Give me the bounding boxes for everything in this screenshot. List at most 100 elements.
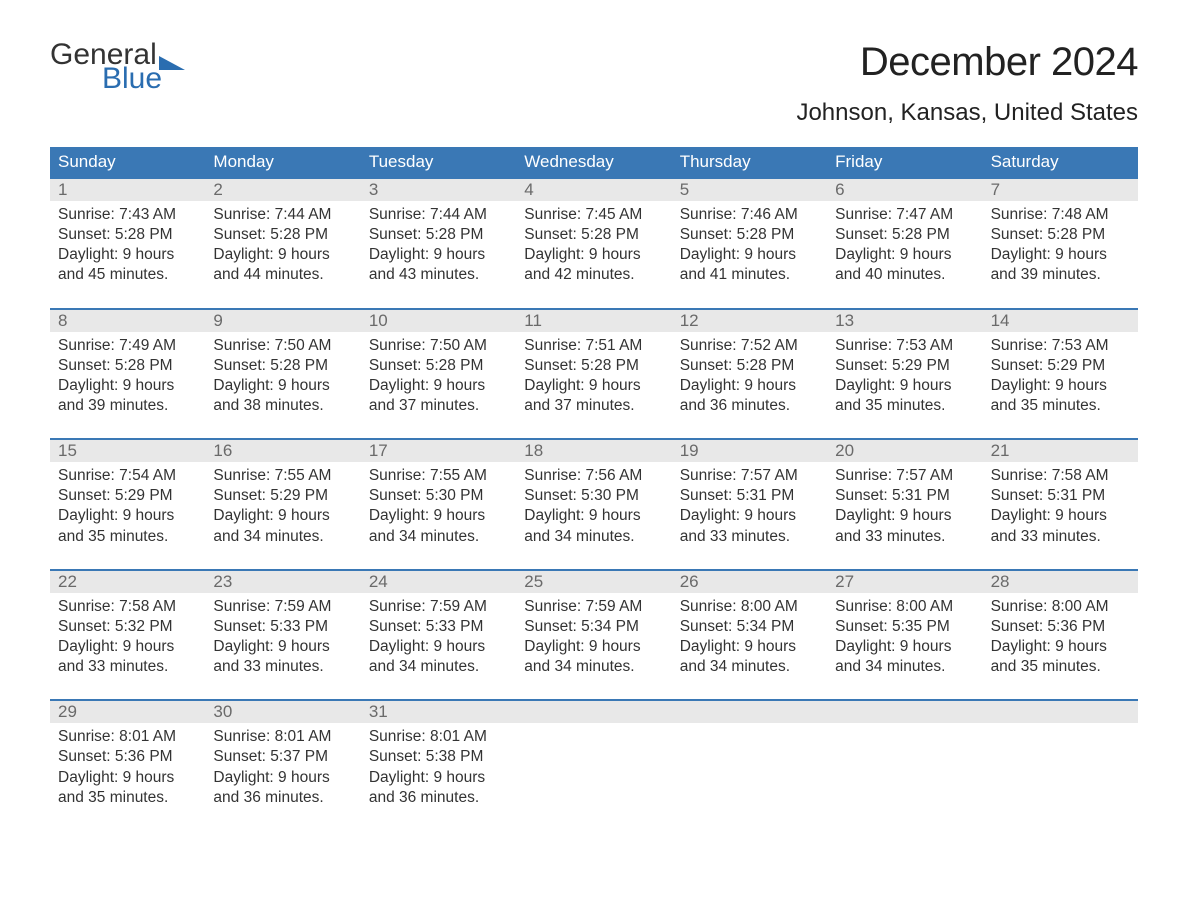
day-number: 11 [516, 310, 671, 332]
day-d1-line: Daylight: 9 hours [680, 506, 819, 526]
day-sunset-line: Sunset: 5:28 PM [835, 225, 974, 245]
day-d1-line: Daylight: 9 hours [680, 376, 819, 396]
location-subtitle: Johnson, Kansas, United States [796, 99, 1138, 127]
day-sunrise-line: Sunrise: 8:01 AM [213, 727, 352, 747]
day-detail-cell: Sunrise: 8:01 AMSunset: 5:36 PMDaylight:… [50, 723, 205, 808]
day-number: 4 [516, 179, 671, 201]
day-detail-row: Sunrise: 7:43 AMSunset: 5:28 PMDaylight:… [50, 201, 1138, 286]
day-sunset-line: Sunset: 5:37 PM [213, 747, 352, 767]
day-sunrise-line: Sunrise: 7:51 AM [524, 336, 663, 356]
day-d1-line: Daylight: 9 hours [369, 768, 508, 788]
day-d2-line: and 41 minutes. [680, 265, 819, 285]
day-detail-cell: Sunrise: 7:53 AMSunset: 5:29 PMDaylight:… [827, 332, 982, 417]
day-d1-line: Daylight: 9 hours [991, 376, 1130, 396]
day-d1-line: Daylight: 9 hours [58, 768, 197, 788]
day-detail-cell: Sunrise: 7:44 AMSunset: 5:28 PMDaylight:… [205, 201, 360, 286]
day-number: 27 [827, 571, 982, 593]
day-sunrise-line: Sunrise: 7:54 AM [58, 466, 197, 486]
day-sunset-line: Sunset: 5:28 PM [213, 356, 352, 376]
day-number: 29 [50, 701, 205, 723]
day-number: 31 [361, 701, 516, 723]
day-sunset-line: Sunset: 5:33 PM [213, 617, 352, 637]
day-sunrise-line: Sunrise: 8:01 AM [369, 727, 508, 747]
day-d2-line: and 39 minutes. [991, 265, 1130, 285]
day-d2-line: and 35 minutes. [58, 527, 197, 547]
day-d1-line: Daylight: 9 hours [835, 245, 974, 265]
day-d1-line: Daylight: 9 hours [213, 506, 352, 526]
day-number: 25 [516, 571, 671, 593]
day-number: 8 [50, 310, 205, 332]
day-sunrise-line: Sunrise: 8:00 AM [991, 597, 1130, 617]
day-sunset-line: Sunset: 5:28 PM [680, 356, 819, 376]
day-detail-cell: Sunrise: 7:44 AMSunset: 5:28 PMDaylight:… [361, 201, 516, 286]
day-detail-cell [983, 723, 1138, 808]
day-sunset-line: Sunset: 5:28 PM [369, 356, 508, 376]
day-sunrise-line: Sunrise: 7:56 AM [524, 466, 663, 486]
day-d2-line: and 35 minutes. [991, 657, 1130, 677]
day-d1-line: Daylight: 9 hours [835, 637, 974, 657]
weekday-header-cell: Thursday [672, 147, 827, 177]
day-d2-line: and 36 minutes. [213, 788, 352, 808]
day-sunset-line: Sunset: 5:29 PM [213, 486, 352, 506]
day-detail-row: Sunrise: 7:54 AMSunset: 5:29 PMDaylight:… [50, 462, 1138, 547]
day-d2-line: and 45 minutes. [58, 265, 197, 285]
day-detail-cell: Sunrise: 7:55 AMSunset: 5:29 PMDaylight:… [205, 462, 360, 547]
day-detail-cell: Sunrise: 7:52 AMSunset: 5:28 PMDaylight:… [672, 332, 827, 417]
day-d2-line: and 35 minutes. [991, 396, 1130, 416]
day-d1-line: Daylight: 9 hours [369, 245, 508, 265]
day-number: 2 [205, 179, 360, 201]
day-d2-line: and 34 minutes. [835, 657, 974, 677]
day-d1-line: Daylight: 9 hours [835, 376, 974, 396]
day-number: 7 [983, 179, 1138, 201]
day-detail-cell: Sunrise: 7:48 AMSunset: 5:28 PMDaylight:… [983, 201, 1138, 286]
day-sunset-line: Sunset: 5:28 PM [524, 225, 663, 245]
weekday-header-cell: Tuesday [361, 147, 516, 177]
day-number: 5 [672, 179, 827, 201]
day-sunrise-line: Sunrise: 8:01 AM [58, 727, 197, 747]
day-detail-cell: Sunrise: 7:45 AMSunset: 5:28 PMDaylight:… [516, 201, 671, 286]
day-d2-line: and 34 minutes. [369, 657, 508, 677]
day-sunrise-line: Sunrise: 7:58 AM [58, 597, 197, 617]
week-row: 15161718192021Sunrise: 7:54 AMSunset: 5:… [50, 438, 1138, 547]
day-d2-line: and 35 minutes. [58, 788, 197, 808]
day-detail-cell: Sunrise: 8:00 AMSunset: 5:36 PMDaylight:… [983, 593, 1138, 678]
day-d1-line: Daylight: 9 hours [58, 506, 197, 526]
day-d2-line: and 39 minutes. [58, 396, 197, 416]
day-d2-line: and 40 minutes. [835, 265, 974, 285]
day-detail-cell: Sunrise: 7:57 AMSunset: 5:31 PMDaylight:… [672, 462, 827, 547]
day-number-row: 293031 [50, 701, 1138, 723]
day-number [827, 701, 982, 723]
day-d1-line: Daylight: 9 hours [524, 376, 663, 396]
day-number: 30 [205, 701, 360, 723]
day-sunrise-line: Sunrise: 7:57 AM [680, 466, 819, 486]
day-detail-cell: Sunrise: 7:54 AMSunset: 5:29 PMDaylight:… [50, 462, 205, 547]
day-sunrise-line: Sunrise: 7:59 AM [369, 597, 508, 617]
day-detail-cell: Sunrise: 8:00 AMSunset: 5:35 PMDaylight:… [827, 593, 982, 678]
day-sunset-line: Sunset: 5:34 PM [524, 617, 663, 637]
day-number-row: 15161718192021 [50, 440, 1138, 462]
day-sunset-line: Sunset: 5:29 PM [58, 486, 197, 506]
day-detail-cell: Sunrise: 7:55 AMSunset: 5:30 PMDaylight:… [361, 462, 516, 547]
day-d1-line: Daylight: 9 hours [835, 506, 974, 526]
day-d2-line: and 33 minutes. [991, 527, 1130, 547]
day-detail-cell: Sunrise: 7:50 AMSunset: 5:28 PMDaylight:… [205, 332, 360, 417]
day-number: 26 [672, 571, 827, 593]
day-number: 14 [983, 310, 1138, 332]
weekday-header-cell: Wednesday [516, 147, 671, 177]
day-d2-line: and 37 minutes. [524, 396, 663, 416]
day-d1-line: Daylight: 9 hours [680, 637, 819, 657]
day-d1-line: Daylight: 9 hours [369, 506, 508, 526]
day-sunset-line: Sunset: 5:32 PM [58, 617, 197, 637]
day-number: 3 [361, 179, 516, 201]
day-detail-cell: Sunrise: 7:53 AMSunset: 5:29 PMDaylight:… [983, 332, 1138, 417]
day-d1-line: Daylight: 9 hours [369, 637, 508, 657]
day-detail-cell: Sunrise: 7:57 AMSunset: 5:31 PMDaylight:… [827, 462, 982, 547]
day-sunset-line: Sunset: 5:28 PM [58, 356, 197, 376]
day-d2-line: and 37 minutes. [369, 396, 508, 416]
day-number: 10 [361, 310, 516, 332]
day-sunset-line: Sunset: 5:28 PM [680, 225, 819, 245]
day-sunset-line: Sunset: 5:28 PM [213, 225, 352, 245]
day-number: 13 [827, 310, 982, 332]
header: General Blue December 2024 Johnson, Kans… [50, 40, 1138, 141]
month-title: December 2024 [796, 40, 1138, 85]
